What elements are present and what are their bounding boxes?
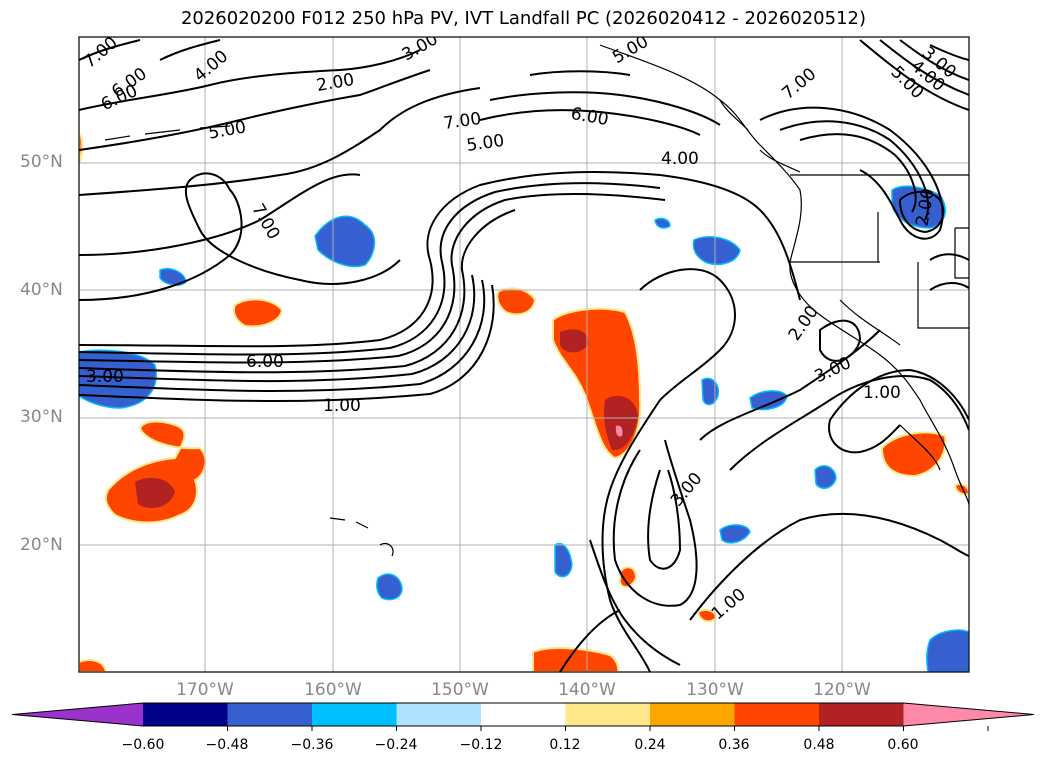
positive-anomaly-patch — [880, 431, 947, 478]
colorbar-segment — [650, 703, 735, 726]
lon-label: 160°W — [304, 680, 362, 700]
colorbar-tick-label: −0.36 — [290, 737, 334, 753]
negative-anomaly-patch — [925, 629, 969, 672]
negative-anomaly-patch — [376, 573, 403, 601]
colorbar-tick-label: −0.24 — [374, 737, 418, 753]
colorbar-tick-label: 0.12 — [549, 737, 581, 753]
positive-anomaly-patch — [496, 287, 537, 316]
negative-anomaly-patch — [719, 524, 751, 544]
lat-label: 20°N — [20, 535, 63, 555]
positive-anomaly-patch — [104, 420, 207, 524]
positive-anomaly-patch — [696, 609, 718, 623]
negative-anomaly-patch — [554, 542, 573, 578]
positive-anomaly-patch-max — [615, 425, 623, 437]
negative-anomaly-patch — [654, 217, 671, 229]
lat-label: 30°N — [20, 407, 63, 427]
colorbar-segment — [312, 703, 397, 726]
positive-anomaly-patch — [79, 659, 108, 672]
coastlines — [104, 44, 969, 557]
colorbar-tick-label: −0.60 — [121, 737, 165, 753]
lon-label: 140°W — [558, 680, 616, 700]
contour-label: 3.00 — [86, 367, 124, 387]
colorbar-extend-right — [903, 703, 1034, 726]
contour-label: 4.00 — [661, 149, 699, 169]
lon-label: 120°W — [813, 680, 871, 700]
negative-anomaly-patch — [314, 215, 376, 268]
colorbar-segment — [734, 703, 820, 726]
map-title: 2026020200 F012 250 hPa PV, IVT Landfall… — [180, 8, 867, 29]
colorbar-extend-left — [12, 703, 143, 726]
colorbar-segment — [143, 703, 228, 726]
contour-label: 1.00 — [323, 396, 361, 416]
colorbar-tick-label: −0.12 — [459, 737, 503, 753]
positive-anomaly-patch — [619, 566, 638, 588]
contour-label-group: 7.00 6.00 4.00 3.00 2.00 5.00 7.00 5.00 … — [80, 37, 960, 624]
colorbar-tick-label: −0.48 — [205, 737, 249, 753]
lat-label: 40°N — [20, 280, 63, 300]
positive-anomaly-patch — [232, 298, 284, 328]
negative-anomaly-patch — [701, 377, 719, 406]
negative-anomaly-patch — [814, 465, 837, 489]
lon-label: 150°W — [431, 680, 489, 700]
colorbar-tick-label: 0.36 — [718, 737, 750, 753]
lat-label: 50°N — [20, 152, 63, 172]
colorbar-segment — [481, 703, 566, 726]
colorbar — [11, 702, 1035, 731]
lon-label: 170°W — [176, 680, 234, 700]
negative-anomaly-patch — [692, 236, 741, 266]
map-frame — [78, 36, 970, 673]
positive-anomaly-patch-strong — [603, 395, 638, 451]
positive-anomaly-patch-strong — [560, 329, 589, 353]
colorbar-tick-label: 0.48 — [803, 737, 835, 753]
gridlines — [79, 37, 969, 672]
colorbar-tick-label: 0.24 — [634, 737, 666, 753]
colorbar-outline — [11, 702, 1035, 727]
colorbar-segment — [819, 703, 904, 726]
colorbar-segment — [565, 703, 651, 726]
contour-label: 6.00 — [246, 352, 284, 372]
colorbar-tick-label: 0.60 — [887, 737, 919, 753]
contour-label: 1.00 — [863, 383, 901, 403]
negative-anomaly-patch — [79, 349, 157, 409]
lon-label: 130°W — [686, 680, 744, 700]
positive-anomaly-patch-strong — [135, 477, 175, 508]
positive-anomaly-patch — [79, 133, 84, 163]
ivt-shading — [79, 133, 969, 672]
colorbar-segment — [227, 703, 313, 726]
pv-contours — [79, 39, 969, 672]
colorbar-segment — [396, 703, 482, 726]
